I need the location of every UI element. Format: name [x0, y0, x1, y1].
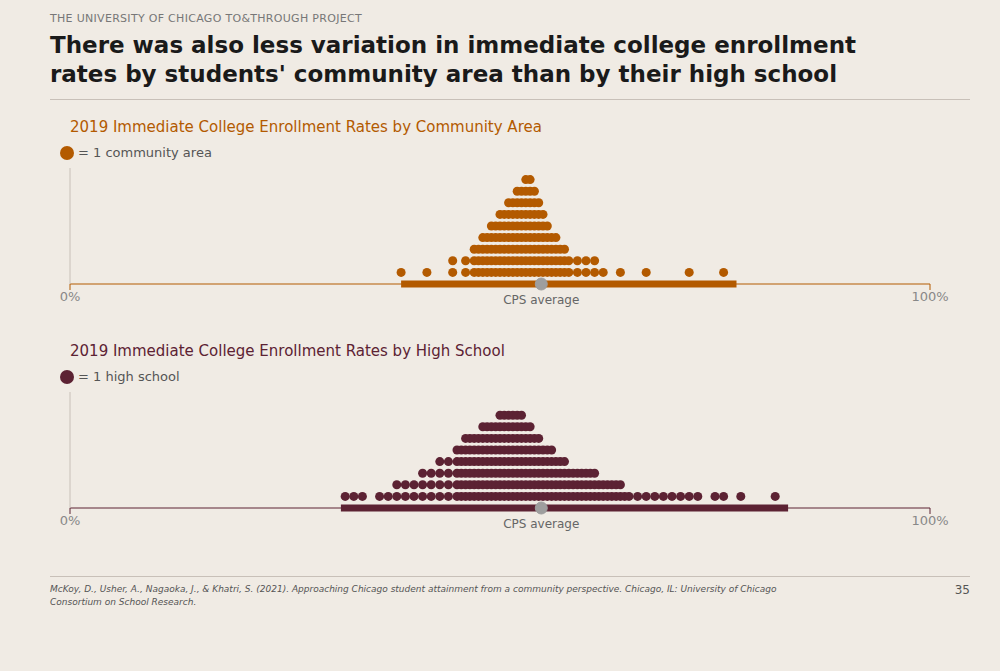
html-text:= 1 community area: = 1 community area [78, 145, 212, 160]
html-text:2019 Immediate College Enrollm: 2019 Immediate College Enrollment Rates … [70, 118, 542, 136]
html-text:2019 Immediate College Enrollm: 2019 Immediate College Enrollment Rates … [70, 342, 505, 360]
html-text:= 1 high school: = 1 high school [78, 369, 180, 384]
svg-text:100%: 100% [911, 513, 948, 528]
svg-text:CPS average: CPS average [503, 293, 579, 307]
html-text:There was also less variation: There was also less variation in immedia… [50, 32, 856, 87]
html-text:35: 35 [954, 583, 970, 597]
svg-text:100%: 100% [911, 289, 948, 304]
svg-text:0%: 0% [60, 289, 81, 304]
svg-text:0%: 0% [60, 513, 81, 528]
html-text:McKoy, D., Usher, A., Nagaoka,: McKoy, D., Usher, A., Nagaoka, J., & Kha… [50, 584, 777, 607]
html-text:THE UNIVERSITY OF CHICAGO TO&T: THE UNIVERSITY OF CHICAGO TO&THROUGH PRO… [50, 12, 362, 25]
svg-text:CPS average: CPS average [503, 517, 579, 531]
